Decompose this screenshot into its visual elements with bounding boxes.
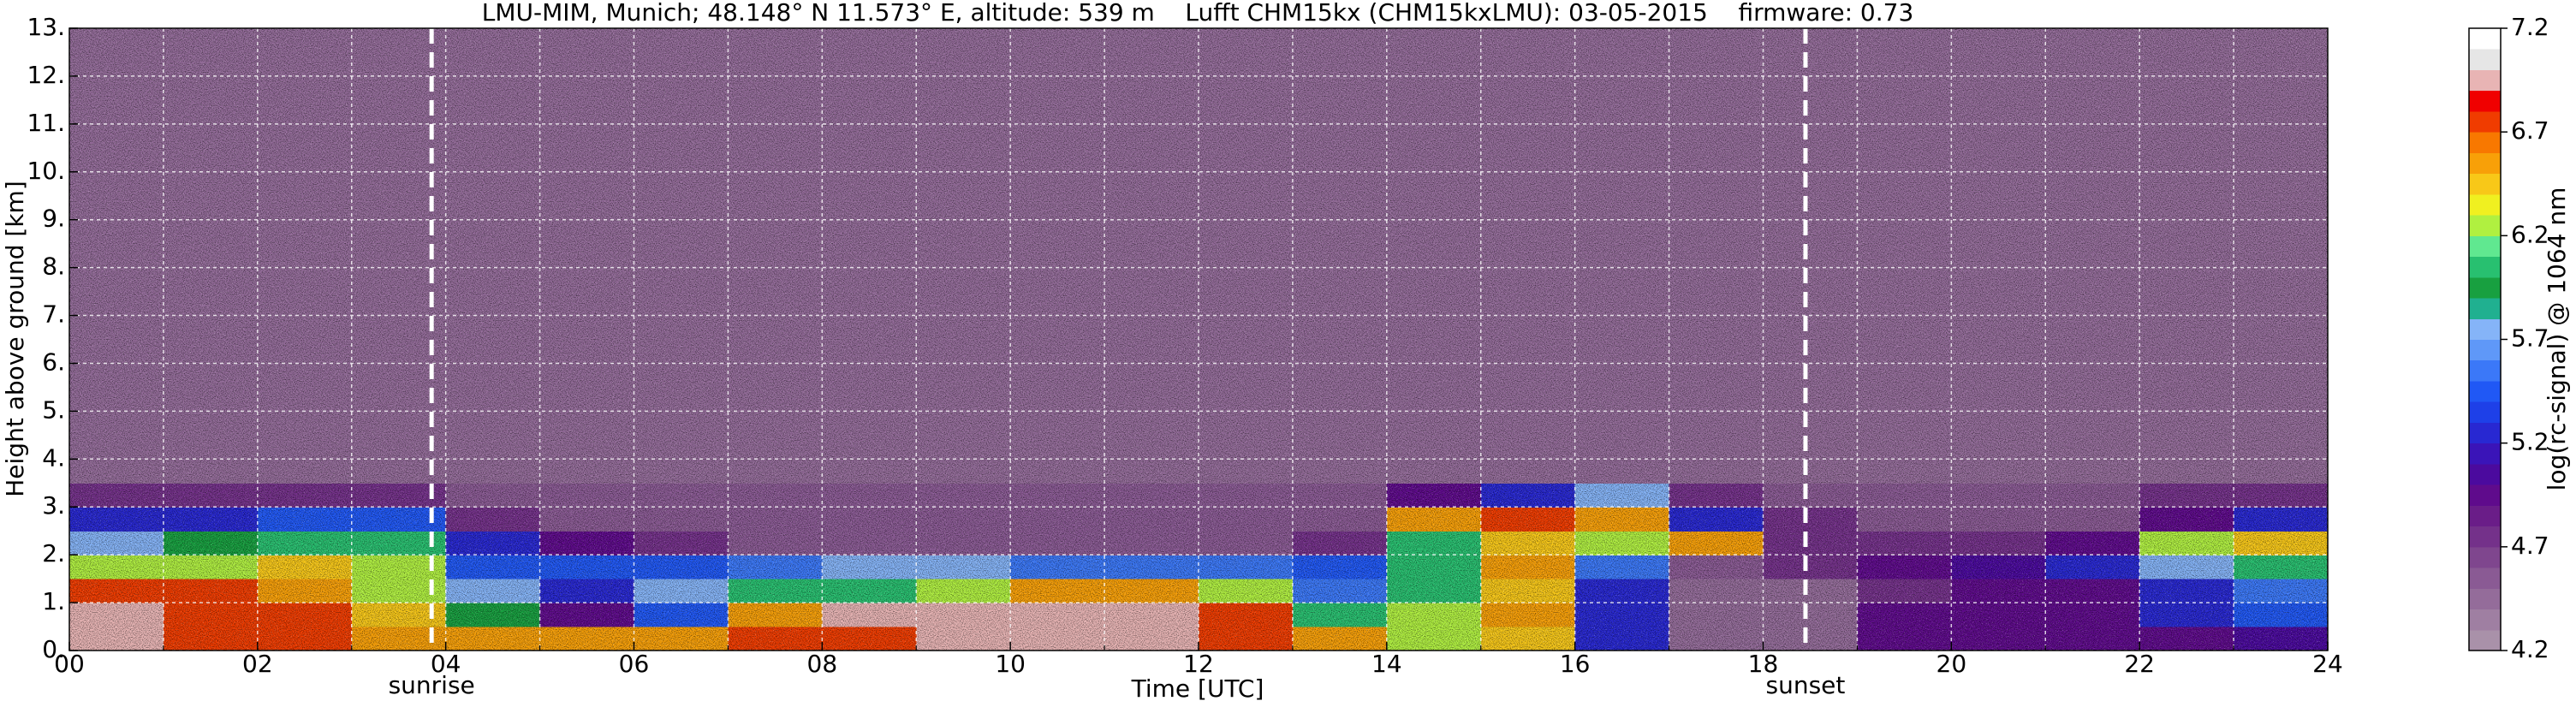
annotation-label: sunrise xyxy=(389,671,475,699)
x-axis-label: Time [UTC] xyxy=(1131,674,1264,703)
colorbar-swatch xyxy=(2469,463,2501,485)
colorbar-swatch xyxy=(2469,546,2501,568)
colorbar-swatch xyxy=(2469,609,2501,631)
y-tick-label: 8. xyxy=(42,253,65,281)
colorbar-tick-label: 7.2 xyxy=(2511,13,2549,41)
colorbar-swatch xyxy=(2469,588,2501,610)
colorbar-swatch xyxy=(2469,629,2501,651)
colorbar-swatch xyxy=(2469,318,2501,340)
colorbar-tick-label: 5.7 xyxy=(2511,324,2549,353)
y-tick-label: 9. xyxy=(42,205,65,233)
colorbar-swatch xyxy=(2469,298,2501,319)
y-tick-label: 11. xyxy=(27,109,65,137)
colorbar-swatch xyxy=(2469,49,2501,70)
colorbar-tick-label: 6.2 xyxy=(2511,220,2549,248)
plot-frame xyxy=(68,27,2329,651)
colorbar-swatch xyxy=(2469,422,2501,444)
y-tick-label: 0. xyxy=(42,635,65,663)
colorbar-label: log(rc-signal) @ 1064 nm xyxy=(2543,187,2571,491)
colorbar-swatch xyxy=(2469,505,2501,527)
colorbar-swatch xyxy=(2469,132,2501,153)
colorbar-swatch xyxy=(2469,152,2501,175)
y-tick-label: 3. xyxy=(42,491,65,520)
colorbar-swatch xyxy=(2469,276,2501,299)
colorbar-swatch xyxy=(2469,193,2501,216)
y-tick-label: 10. xyxy=(27,157,65,185)
y-tick-label: 13. xyxy=(27,13,65,41)
x-tick-label: 06 xyxy=(619,650,650,678)
x-tick-label: 10 xyxy=(995,650,1026,678)
colorbar-swatch xyxy=(2469,401,2501,423)
x-tick-label: 04 xyxy=(431,650,461,678)
x-tick-label: 20 xyxy=(1936,650,1967,678)
colorbar-swatch xyxy=(2469,567,2501,589)
x-tick-label: 12 xyxy=(1183,650,1214,678)
colorbar-tick-label: 6.7 xyxy=(2511,116,2549,145)
x-tick-label: 00 xyxy=(54,650,85,678)
y-tick-label: 2. xyxy=(42,539,65,567)
annotation-label: sunset xyxy=(1766,671,1846,699)
x-tick-label: 18 xyxy=(1748,650,1779,678)
colorbar-swatch xyxy=(2469,380,2501,402)
colorbar-tick-label: 5.2 xyxy=(2511,428,2549,456)
y-tick-label: 1. xyxy=(42,587,65,615)
colorbar-swatch xyxy=(2469,484,2501,506)
colorbar-swatch xyxy=(2469,235,2501,258)
colorbar-swatch xyxy=(2469,215,2501,236)
colorbar-swatch xyxy=(2469,359,2501,382)
y-tick-label: 5. xyxy=(42,395,65,424)
y-tick-label: 12. xyxy=(27,61,65,89)
x-tick-label: 24 xyxy=(2312,650,2343,678)
colorbar-swatch xyxy=(2469,90,2501,112)
y-tick-label: 4. xyxy=(42,443,65,472)
x-tick-label: 14 xyxy=(1371,650,1402,678)
y-tick-label: 7. xyxy=(42,300,65,329)
x-tick-label: 16 xyxy=(1560,650,1591,678)
colorbar-swatch xyxy=(2469,28,2501,50)
y-axis-label: Height above ground [km] xyxy=(1,181,29,497)
x-tick-label: 22 xyxy=(2124,650,2155,678)
y-tick-label: 6. xyxy=(42,348,65,376)
x-tick-label: 08 xyxy=(807,650,838,678)
colorbar-swatch xyxy=(2469,443,2501,465)
colorbar-swatch xyxy=(2469,339,2501,361)
colorbar-tick-label: 4.7 xyxy=(2511,532,2549,560)
overlay xyxy=(68,27,2329,651)
colorbar-tick-label: 4.2 xyxy=(2511,635,2549,663)
colorbar-swatch xyxy=(2469,173,2501,195)
colorbar-swatch xyxy=(2469,69,2501,92)
colorbar-swatch xyxy=(2469,110,2501,133)
x-tick-label: 02 xyxy=(242,650,273,678)
colorbar-swatch xyxy=(2469,256,2501,278)
chart-title: LMU-MIM, Munich; 48.148° N 11.573° E, al… xyxy=(482,0,1914,27)
colorbar-swatch xyxy=(2469,526,2501,548)
